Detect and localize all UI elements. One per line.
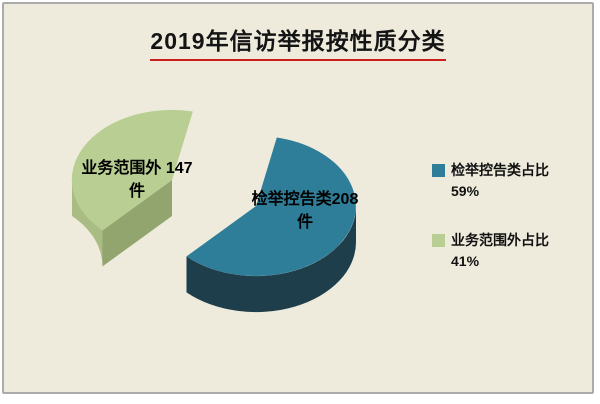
chart-title: 2019年信访举报按性质分类 xyxy=(150,22,446,61)
legend-value-yewu: 41% xyxy=(451,253,480,269)
pie-slice-jianju-top xyxy=(186,137,356,276)
legend-value-jianju: 59% xyxy=(451,183,480,199)
slice-label-jianju-line1: 检举控告类208 xyxy=(251,191,359,208)
slice-label-jianju-line2: 件 xyxy=(296,214,313,231)
legend-swatch-yewu-icon xyxy=(432,234,445,247)
legend-item-yewu: 业务范围外占比 41% xyxy=(432,230,582,272)
slice-label-yewu-line1: 业务范围外 147 xyxy=(81,160,193,177)
slice-label-yewu: 业务范围外 147 件 xyxy=(62,157,212,203)
legend-label-yewu: 业务范围外占比 xyxy=(451,232,549,248)
pie-slice-yewu-cut-face xyxy=(102,180,172,267)
slice-label-yewu-line2: 件 xyxy=(128,183,145,200)
chart-title-wrap: 2019年信访举报按性质分类 xyxy=(4,22,592,61)
pie-slice-jianju-side xyxy=(186,206,357,313)
legend: 检举控告类占比 59% 业务范围外占比 41% xyxy=(432,160,582,300)
slice-label-jianju: 检举控告类208 件 xyxy=(230,188,380,234)
legend-item-jianju: 检举控告类占比 59% xyxy=(432,160,582,202)
chart-panel: 2019年信访举报按性质分类 检举控告类208 件 业务范围外 147 件 检举… xyxy=(2,2,594,394)
pie-chart-3d xyxy=(71,109,357,313)
legend-swatch-jianju-icon xyxy=(432,164,445,177)
legend-label-jianju: 检举控告类占比 xyxy=(451,162,549,178)
pie-slice-yewu-top xyxy=(71,109,193,231)
